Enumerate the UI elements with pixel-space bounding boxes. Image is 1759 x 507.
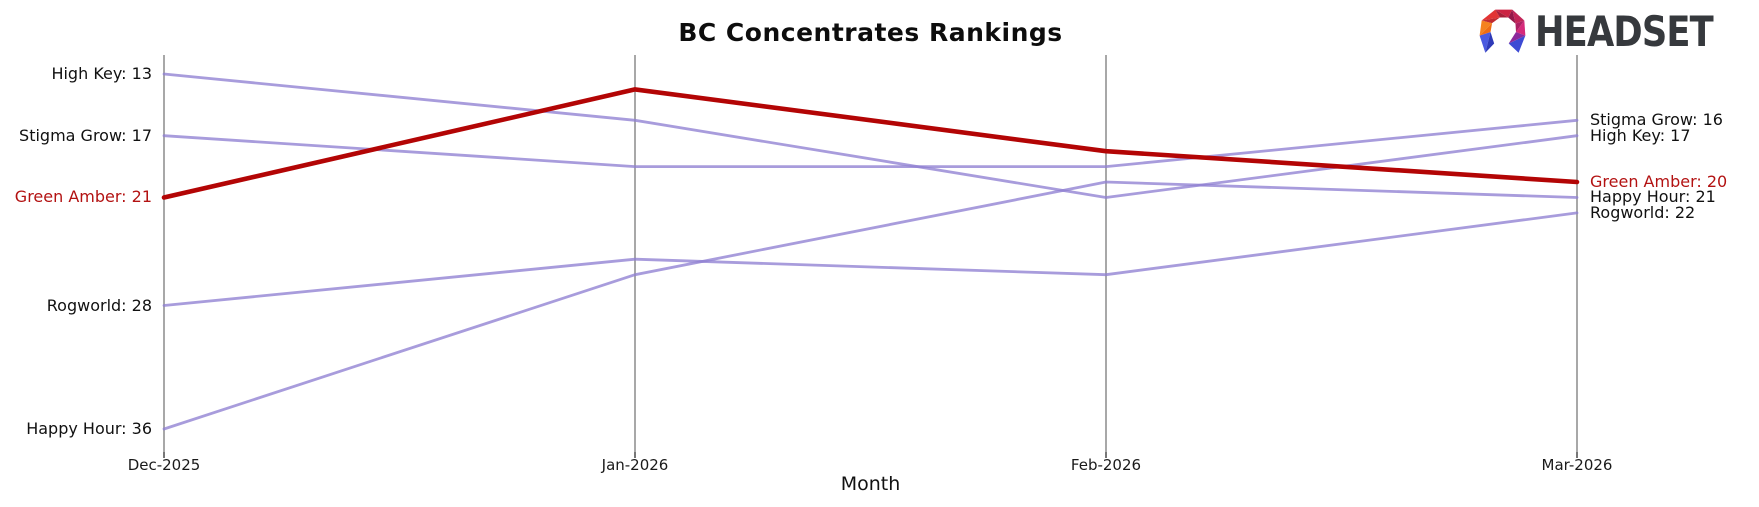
series-right-label-high-key: High Key: 17 [1590,125,1691,145]
x-tick-label-jan-2026: Jan-2026 [601,456,669,474]
series-left-label-green-amber: Green Amber: 21 [14,187,152,207]
chart-title: BC Concentrates Rankings [678,18,1063,47]
series-line-rogworld [162,211,1579,307]
series-right-label-stigma-grow: Stigma Grow: 16 [1590,110,1723,130]
series-left-label-stigma-grow: Stigma Grow: 17 [19,125,152,145]
headset-logo-icon [1479,9,1526,53]
x-tick-label-feb-2026: Feb-2026 [1070,456,1142,474]
x-tick-label-mar-2026: Mar-2026 [1541,456,1613,474]
series-right-label-happy-hour: Happy Hour: 21 [1590,187,1716,207]
x-axis-title: Month [840,473,901,495]
series-right-label-rogworld: Rogworld: 22 [1590,202,1696,222]
series-line-happy-hour [162,180,1579,431]
series-left-label-high-key: High Key: 13 [51,64,152,83]
series-line-green-amber [161,87,1580,200]
series-line-stigma-grow [162,118,1579,169]
series-line-high-key [162,72,1579,199]
series-left-label-rogworld: Rogworld: 28 [46,295,152,315]
headset-logo: HEADSET [1477,6,1747,58]
series-left-label-happy-hour: Happy Hour: 36 [26,419,152,438]
x-tick-label-dec-2025: Dec-2025 [127,456,201,474]
series-right-label-green-amber: Green Amber: 20 [1590,172,1728,192]
headset-logo-text: HEADSET [1535,7,1714,56]
